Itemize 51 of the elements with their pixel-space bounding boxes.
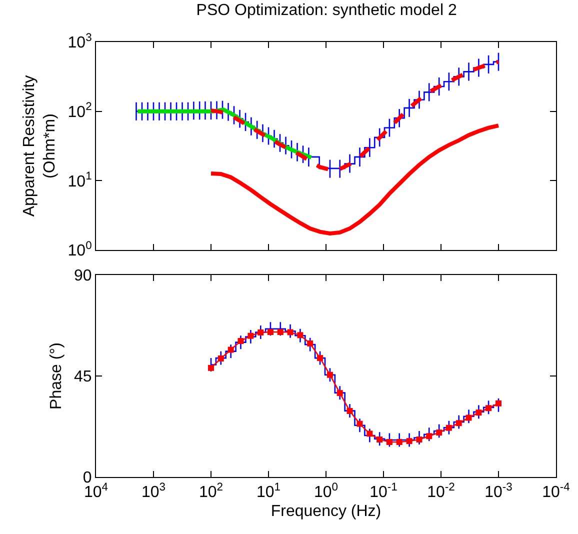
chart-title: PSO Optimization: synthetic model 2 (196, 2, 457, 20)
y-tick-label: 90 (74, 268, 92, 285)
point (297, 332, 304, 338)
point (258, 329, 264, 336)
point (317, 355, 324, 362)
point (238, 338, 244, 344)
y-tick-label: 10$^{1}$ (68, 170, 92, 190)
line-series (209, 124, 500, 236)
point (436, 430, 442, 436)
point (366, 430, 373, 437)
point (248, 332, 254, 339)
y-tick-label: 45 (74, 368, 92, 386)
point (277, 329, 284, 336)
y-tick-label: 10$^{2}$ (68, 101, 92, 121)
point (446, 424, 452, 431)
point (267, 329, 274, 336)
point (386, 438, 392, 445)
point (228, 346, 234, 353)
x-axis-title: Frequency (Hz) (270, 502, 382, 520)
point (356, 420, 363, 427)
point (416, 436, 422, 443)
point (396, 438, 402, 445)
point (496, 400, 502, 406)
point (426, 433, 432, 440)
point (287, 329, 294, 336)
x-tick-label: 10$^{0}$ (314, 481, 338, 502)
y-axis-title: Phase (°) (48, 342, 65, 410)
x-tick-label: 10$^{3}$ (141, 481, 166, 502)
point (208, 364, 214, 371)
y-tick-label: 10$^{3}$ (68, 32, 92, 52)
point (406, 438, 412, 444)
y-tick-label: 0 (82, 470, 92, 487)
y-axis-title: Apparent Resistivity (Ohm*m) (20, 75, 59, 217)
x-tick-label: 10$^{-4}$ (542, 481, 570, 502)
y-tick-label: 10$^{0}$ (68, 240, 92, 260)
point (218, 355, 224, 362)
line-series (209, 60, 500, 172)
x-tick-label: 10$^{-1}$ (370, 481, 398, 502)
x-tick-label: 10$^{1}$ (256, 481, 281, 502)
point (336, 390, 343, 396)
point (376, 436, 383, 443)
x-tick-label: 10$^{2}$ (198, 481, 224, 502)
point (346, 408, 353, 414)
x-tick-label: 10$^{-3}$ (484, 481, 512, 502)
point (326, 372, 333, 378)
point (456, 420, 462, 426)
point (307, 340, 314, 346)
point (466, 414, 472, 421)
x-tick-label: 10$^{-2}$ (427, 481, 455, 502)
point (476, 410, 482, 416)
point (486, 405, 492, 412)
